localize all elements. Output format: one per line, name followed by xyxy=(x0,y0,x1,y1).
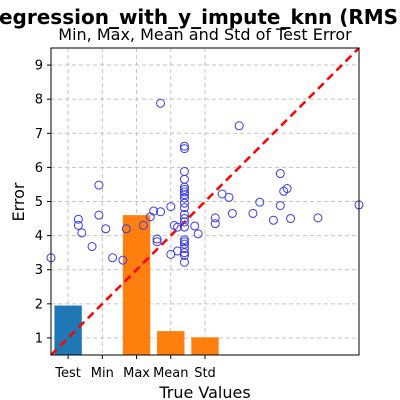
scatter-point xyxy=(282,184,292,194)
scatter-point xyxy=(179,244,189,254)
scatter-point xyxy=(179,203,189,213)
scatter-point xyxy=(179,141,189,151)
scatter-point xyxy=(173,222,183,232)
scatter-point xyxy=(179,187,189,197)
scatter-point xyxy=(179,217,189,227)
y-axis-label: Error xyxy=(9,182,28,221)
x-tick-label-min: Min xyxy=(91,366,114,381)
scatter-point xyxy=(156,207,166,217)
scatter-point xyxy=(94,180,104,190)
scatter-point xyxy=(166,202,176,212)
chart-title: regression_with_y_impute_knn (RMSE) xyxy=(0,5,400,29)
chart-subtitle: Min, Max, Mean and Std of Test Error xyxy=(58,25,352,44)
bars xyxy=(54,215,219,355)
y-tick-label: 4 xyxy=(35,229,43,244)
scatter-point xyxy=(152,237,162,247)
y-tick-label: 6 xyxy=(35,161,43,176)
scatter-point xyxy=(87,242,97,252)
scatter-point xyxy=(179,250,189,260)
reference-line xyxy=(50,47,360,356)
scatter-point xyxy=(179,185,189,195)
scatter-point xyxy=(190,221,200,231)
scatter-point xyxy=(179,222,189,232)
scatter-point xyxy=(156,98,166,108)
scatter-point xyxy=(224,192,234,202)
scatter-point xyxy=(275,169,285,179)
scatter-point xyxy=(179,198,189,208)
scatter-point xyxy=(179,190,189,200)
scatter-point xyxy=(179,257,189,267)
bar-mean xyxy=(157,331,185,355)
scatter-point xyxy=(234,121,244,131)
scatter-point xyxy=(210,213,220,223)
scatter-point xyxy=(275,201,285,211)
bar-std xyxy=(191,337,219,355)
y-tick-label: 3 xyxy=(35,263,43,278)
x-tick-label-mean: Mean xyxy=(153,366,188,381)
scatter-point xyxy=(73,220,83,230)
scatter-point xyxy=(179,144,189,154)
scatter-point xyxy=(268,215,278,225)
x-axis-ticks: Test Min Max Mean Std xyxy=(54,355,216,381)
x-tick-label-test: Test xyxy=(54,366,81,381)
scatter-points xyxy=(46,98,364,267)
scatter-point xyxy=(210,219,220,229)
scatter-point xyxy=(77,228,87,238)
y-tick-label: 2 xyxy=(35,297,43,312)
y-tick-label: 1 xyxy=(35,331,43,346)
scatter-point xyxy=(227,208,237,218)
y-axis-ticks: 1 2 3 4 5 6 7 8 9 xyxy=(35,59,51,346)
scatter-point xyxy=(179,237,189,247)
scatter-point xyxy=(149,206,159,216)
scatter-point xyxy=(152,234,162,244)
bar-max xyxy=(122,215,151,355)
scatter-point xyxy=(101,224,111,234)
scatter-point xyxy=(179,239,189,249)
y-tick-label: 7 xyxy=(35,127,43,142)
y-tick-label: 8 xyxy=(35,93,43,108)
scatter-point xyxy=(121,224,131,234)
bar-test xyxy=(54,305,82,355)
scatter-point xyxy=(73,214,83,224)
scatter-point xyxy=(179,214,189,224)
x-tick-label-max: Max xyxy=(123,366,150,381)
scatter-point xyxy=(313,213,323,223)
scatter-point xyxy=(94,210,104,220)
reference-line-group xyxy=(50,47,360,356)
scatter-point xyxy=(138,220,148,230)
scatter-point xyxy=(179,193,189,203)
scatter-point xyxy=(179,248,189,258)
scatter-point xyxy=(248,208,258,218)
x-axis-label: True Values xyxy=(158,383,250,400)
y-tick-label: 9 xyxy=(35,59,43,74)
scatter-point xyxy=(108,253,118,263)
scatter-point xyxy=(255,197,265,207)
y-tick-label: 5 xyxy=(35,195,43,210)
x-tick-label-std: Std xyxy=(194,366,216,381)
scatter-point xyxy=(286,214,296,224)
scatter-point xyxy=(193,229,203,239)
scatter-point xyxy=(118,255,128,265)
